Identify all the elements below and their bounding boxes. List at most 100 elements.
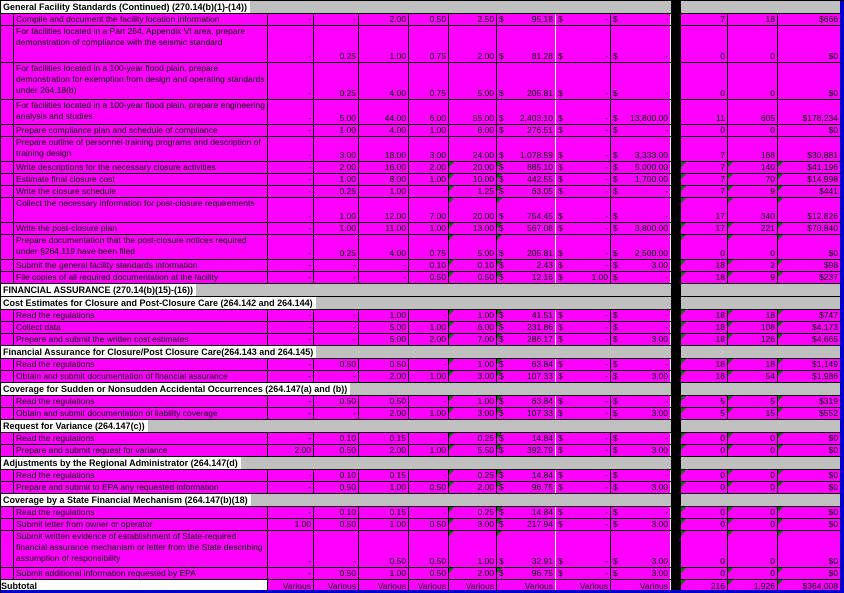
summary-cell[interactable]: $237 [778,272,841,283]
row-indent-cell[interactable] [1,531,14,567]
cost-cell[interactable]: $ - [556,322,611,333]
cost-cell[interactable]: $14.84 [497,470,556,481]
hours-cell[interactable]: 1.00 [314,174,359,185]
cost-cell[interactable]: $ - [556,519,611,530]
summary-cell[interactable]: 0 [728,235,778,259]
hours-cell[interactable]: - [268,359,314,370]
cost-cell[interactable]: $ - [611,125,671,136]
cost-cell[interactable]: $ - [611,14,671,25]
cost-cell[interactable]: $ - [556,445,611,456]
cost-cell[interactable]: $ - [556,125,611,136]
summary-cell[interactable]: 5 [681,396,728,407]
cost-cell[interactable]: $ - [611,310,671,321]
cost-cell[interactable]: $ - [556,531,611,567]
cost-cell[interactable]: $ - [556,310,611,321]
summary-cell[interactable]: $1,986 [778,371,841,382]
hours-cell[interactable]: 1.00 [449,396,497,407]
summary-cell[interactable]: 18 [681,310,728,321]
summary-cell[interactable]: $178,234 [778,100,841,124]
summary-cell[interactable]: 18 [681,272,728,283]
summary-cell[interactable]: $0 [778,531,841,567]
cost-cell[interactable]: $ - [556,507,611,518]
hours-cell[interactable]: 1.00 [409,408,449,419]
task-description-cell[interactable]: Read the regulations [14,396,268,407]
cost-cell[interactable]: $ - [556,359,611,370]
task-description-cell[interactable]: Submit letter from owner or operator [14,519,268,530]
hours-cell[interactable]: 1.00 [449,310,497,321]
cost-cell[interactable]: $ - [611,186,671,197]
hours-cell[interactable]: 2.00 [359,371,409,382]
summary-cell[interactable]: $41,196 [778,162,841,173]
summary-cell[interactable]: 70 [728,174,778,185]
hours-cell[interactable]: 13.00 [449,223,497,234]
hours-cell[interactable]: 1.00 [409,371,449,382]
cost-cell[interactable]: $3,800.00 [611,223,671,234]
hours-cell[interactable]: 2.00 [359,445,409,456]
summary-cell[interactable]: 0 [681,531,728,567]
task-description-cell[interactable]: Collect the necessary information for po… [14,198,268,222]
cost-cell[interactable]: $ - [611,359,671,370]
hours-cell[interactable]: 0.50 [314,396,359,407]
hours-cell[interactable]: - [268,137,314,161]
hours-cell[interactable]: - [409,186,449,197]
summary-cell[interactable]: 0 [681,433,728,444]
row-indent-cell[interactable] [1,519,14,530]
hours-cell[interactable]: 12.00 [359,198,409,222]
row-indent-cell[interactable] [1,507,14,518]
cost-cell[interactable]: $63.84 [497,359,556,370]
task-description-cell[interactable]: Read the regulations [14,507,268,518]
hours-cell[interactable]: 0.50 [359,359,409,370]
hours-cell[interactable]: - [268,235,314,259]
summary-cell[interactable]: 11 [681,100,728,124]
row-indent-cell[interactable] [1,162,14,173]
task-description-cell[interactable]: Prepare and submit request for variance [14,445,268,456]
hours-cell[interactable]: 0.10 [409,260,449,271]
hours-cell[interactable]: - [409,396,449,407]
hours-cell[interactable]: 0.50 [314,359,359,370]
summary-cell[interactable]: $0 [778,235,841,259]
hours-cell[interactable]: - [268,162,314,173]
hours-cell[interactable]: 1.00 [359,310,409,321]
cost-cell[interactable]: $ - [556,186,611,197]
summary-cell[interactable]: 18 [681,359,728,370]
row-indent-cell[interactable] [1,334,14,345]
hours-cell[interactable]: 0.25 [314,186,359,197]
task-description-cell[interactable]: Obtain and submit documentation of liabi… [14,408,268,419]
hours-cell[interactable]: - [314,322,359,333]
subtotal-various-cell[interactable]: Various [359,580,409,592]
hours-cell[interactable]: - [268,470,314,481]
cost-cell[interactable]: $ - [556,568,611,579]
cost-cell[interactable]: $ - [611,470,671,481]
hours-cell[interactable]: 6.00 [449,125,497,136]
cost-cell[interactable]: $ - [611,26,671,62]
summary-cell[interactable]: 0 [681,63,728,99]
summary-cell[interactable]: $30,881 [778,137,841,161]
hours-cell[interactable]: 5.00 [359,322,409,333]
hours-cell[interactable]: - [314,334,359,345]
cost-cell[interactable]: $754.45 [497,198,556,222]
summary-cell[interactable]: 221 [728,223,778,234]
summary-cell[interactable]: $0 [778,519,841,530]
summary-cell[interactable]: 5 [681,408,728,419]
hours-cell[interactable]: 2.50 [449,14,497,25]
subtotal-various-cell[interactable]: Various [611,580,671,592]
summary-cell[interactable]: 0 [728,125,778,136]
hours-cell[interactable]: 0.15 [359,507,409,518]
cost-cell[interactable]: $205.81 [497,235,556,259]
summary-cell[interactable]: 0 [728,531,778,567]
hours-cell[interactable]: 0.50 [449,272,497,283]
cost-cell[interactable]: $ - [556,14,611,25]
subtotal-various-cell[interactable]: Various [497,580,556,592]
summary-cell[interactable]: 0 [681,125,728,136]
summary-cell[interactable]: 15 [728,408,778,419]
hours-cell[interactable]: - [268,223,314,234]
summary-cell[interactable]: 17 [681,223,728,234]
hours-cell[interactable]: 1.00 [359,519,409,530]
summary-cell[interactable]: 126 [728,334,778,345]
hours-cell[interactable]: 18.00 [359,137,409,161]
hours-cell[interactable]: - [268,507,314,518]
cost-cell[interactable]: $231.86 [497,322,556,333]
summary-cell[interactable]: $0 [778,568,841,579]
hours-cell[interactable]: 1.00 [409,174,449,185]
summary-cell[interactable]: 0 [728,470,778,481]
